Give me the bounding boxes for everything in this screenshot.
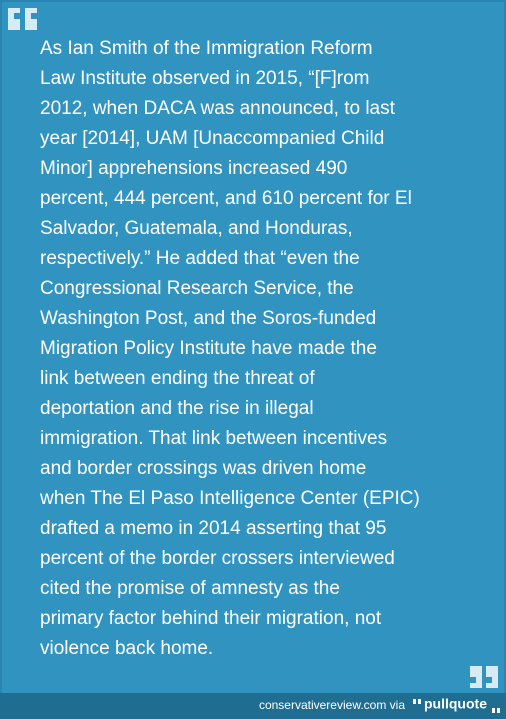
open-quote-icon [8,8,37,30]
quote-line: primary factor behind their migration, n… [40,608,382,629]
quote-line: Salvador, Guatemala, and Honduras, [40,218,353,239]
background [2,2,504,693]
quote-line: drafted a memo in 2014 asserting that 95 [40,518,386,539]
quote-line: Washington Post, and the Soros-funded [40,308,376,329]
quote-line: percent, 444 percent, and 610 percent fo… [40,188,412,209]
quote-line: deportation and the rise in illegal [40,398,314,419]
quote-line: year [2014], UAM [Unaccompanied Child [40,128,384,149]
quote-line: 2012, when DACA was announced, to last [40,98,396,119]
quote-line: Congressional Research Service, the [40,278,354,299]
quote-line: As Ian Smith of the Immigration Reform [40,38,373,59]
source: conservativereview.com via [259,698,405,712]
quote-line: Migration Policy Institute have made the [40,338,377,359]
quote-line: percent of the border crossers interview… [40,548,395,569]
quote-line: immigration. That link between incentive… [40,428,387,449]
quote-line: respectively.” He added that “even the [40,248,360,269]
brand: pullquote [424,696,487,712]
quote-line: when The El Paso Intelligence Center (EP… [39,488,420,509]
quote-line: link between ending the threat of [40,368,315,389]
quote-line: Law Institute observed in 2015, “[F]rom [40,68,370,89]
brand-quote-marks [413,699,500,713]
close-quote-icon [470,666,498,688]
quote-text: As Ian Smith of the Immigration Reform La… [39,38,420,659]
footer-bar [0,693,506,719]
quote-line: and border crossings was driven home [40,458,366,479]
quote-line: violence back home. [40,638,213,659]
quote-line: Minor] apprehensions increased 490 [40,158,347,179]
quote-line: cited the promise of amnesty as the [40,578,340,599]
